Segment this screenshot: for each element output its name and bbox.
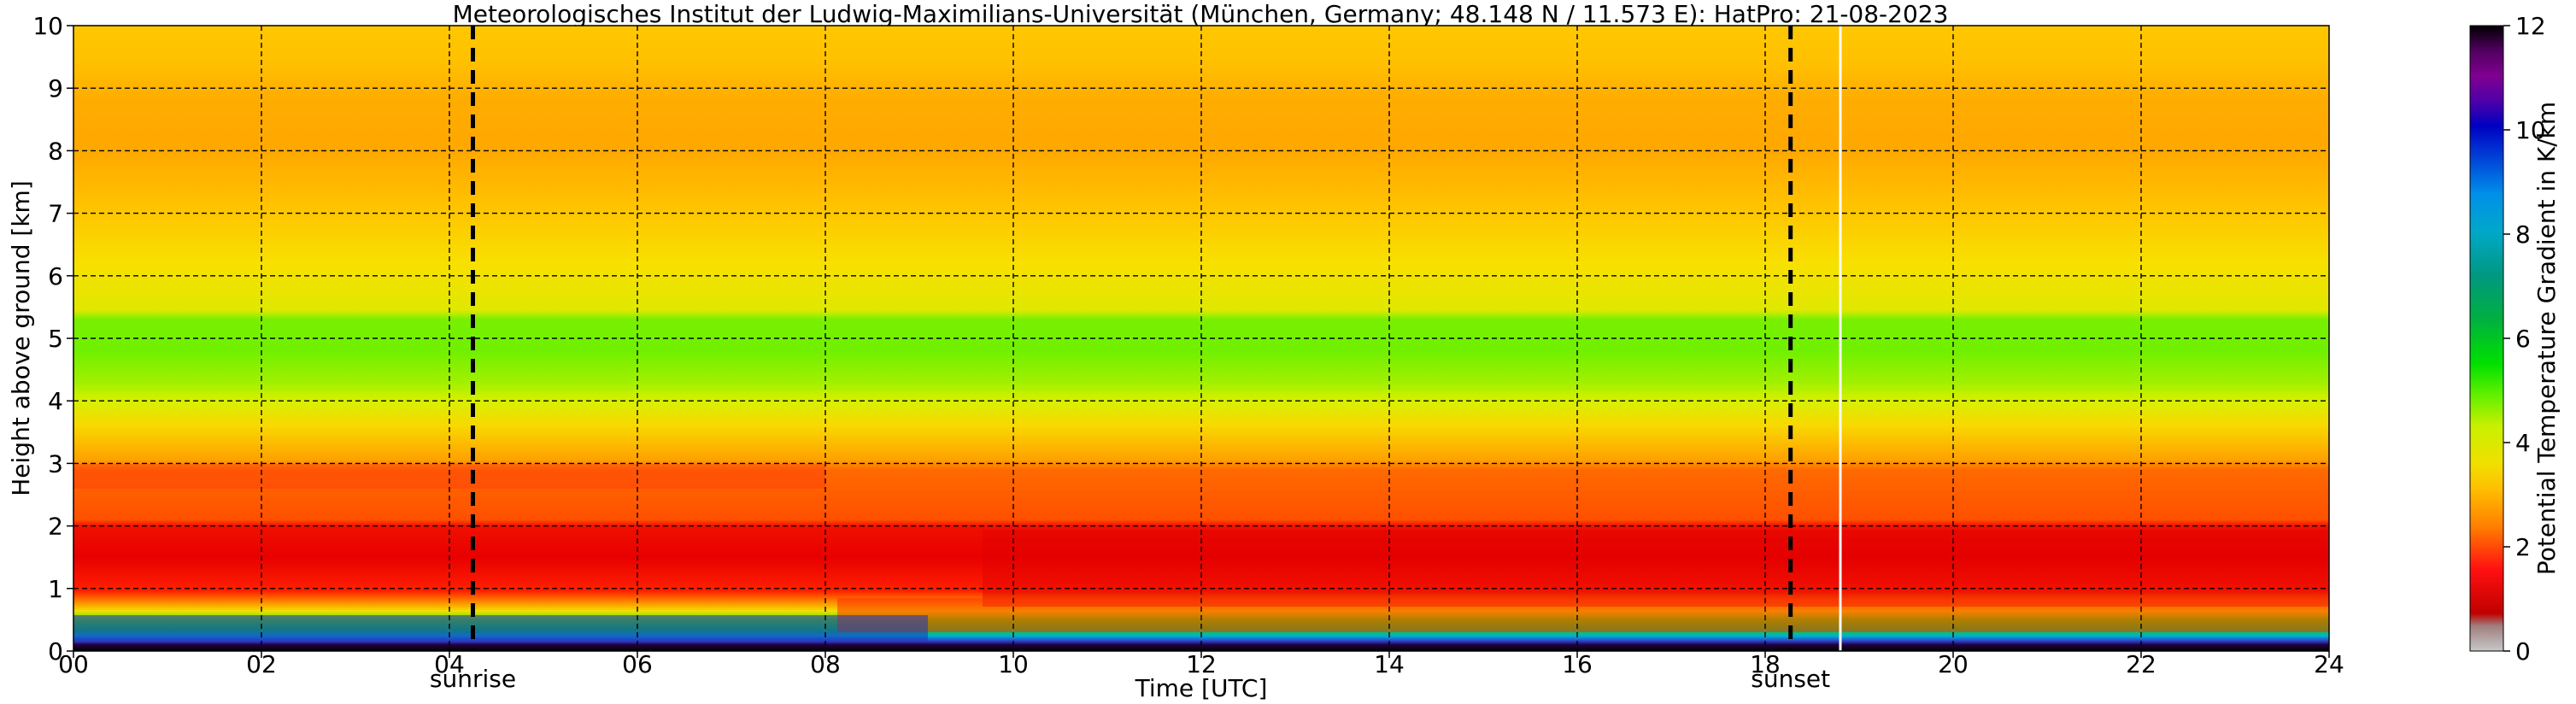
surface-layer-late <box>837 598 2329 632</box>
y-tick-label: 4 <box>48 387 63 415</box>
grid <box>73 26 2329 651</box>
colorbar-tick-label: 2 <box>2515 533 2531 561</box>
colorbar-ticks: 0 2 4 6 8 10 12 <box>2503 12 2546 666</box>
x-tick-label: 14 <box>1374 650 1405 678</box>
colorbar-tick-label: 0 <box>2515 637 2531 666</box>
x-tick-label: 18 <box>1750 650 1781 678</box>
y-tick-label: 2 <box>48 513 63 541</box>
colorbar: 0 2 4 6 8 10 12 Potential Temperature Gradient… <box>2469 12 2561 666</box>
colorbar-label: Potential Temperature Gradient in K/km <box>2532 102 2561 575</box>
y-axis: 0 1 2 3 4 5 6 7 8 9 10 <box>32 12 73 666</box>
event-lines: sunrise sunset <box>430 26 1842 693</box>
warm-band-early <box>73 464 825 489</box>
y-tick-label: 6 <box>48 262 63 290</box>
x-tick-label: 12 <box>1186 650 1217 678</box>
colorbar-gradient <box>2470 26 2503 651</box>
x-tick-label: 06 <box>622 650 653 678</box>
surface-inversion-morning <box>73 615 928 641</box>
x-tick-label: 16 <box>1562 650 1593 678</box>
colorbar-tick-label: 8 <box>2515 220 2531 249</box>
sunrise-label: sunrise <box>430 665 516 693</box>
sunset-label: sunset <box>1751 665 1830 693</box>
y-tick-label: 1 <box>48 575 63 603</box>
x-tick-label: 20 <box>1938 650 1969 678</box>
chart-title: Meteorologisches Institut der Ludwig-Max… <box>453 0 1949 28</box>
x-axis: 00 02 04 06 08 10 12 14 16 18 20 22 24 <box>58 650 2344 678</box>
y-axis-label: Height above ground [km] <box>7 180 35 496</box>
colorbar-tick-label: 6 <box>2515 325 2531 353</box>
stable-boundary-layer-late <box>983 530 2329 607</box>
colorbar-tick-label: 10 <box>2515 116 2546 144</box>
x-tick-label: 22 <box>2126 650 2156 678</box>
y-tick-label: 5 <box>48 325 63 353</box>
colorbar-tick-label: 12 <box>2515 12 2546 40</box>
x-tick-label: 02 <box>246 650 277 678</box>
colorbar-tick-label: 4 <box>2515 429 2531 457</box>
y-tick-label: 10 <box>32 12 63 40</box>
x-tick-label: 10 <box>998 650 1029 678</box>
x-tick-label: 04 <box>434 650 465 678</box>
x-tick-label: 24 <box>2314 650 2344 678</box>
y-tick-label: 7 <box>48 200 63 228</box>
x-axis-label: Time [UTC] <box>1135 674 1268 702</box>
y-tick-label: 0 <box>48 637 63 666</box>
y-tick-label: 3 <box>48 449 63 478</box>
y-tick-label: 8 <box>48 137 63 165</box>
x-tick-label: 08 <box>810 650 841 678</box>
y-tick-label: 9 <box>48 74 63 103</box>
x-tick-label: 00 <box>58 650 89 678</box>
